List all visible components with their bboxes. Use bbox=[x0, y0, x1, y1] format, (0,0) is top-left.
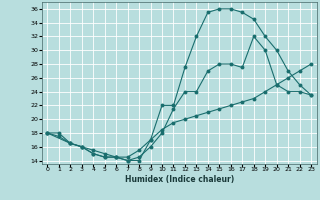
X-axis label: Humidex (Indice chaleur): Humidex (Indice chaleur) bbox=[124, 175, 234, 184]
